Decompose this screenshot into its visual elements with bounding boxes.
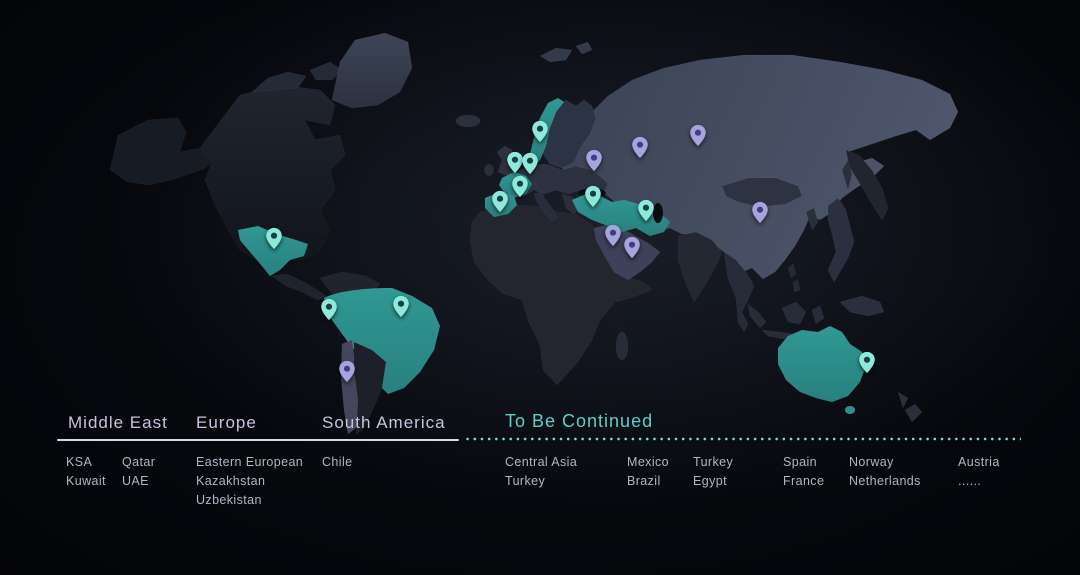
region-korea: [805, 207, 819, 231]
legend-item: Qatar: [122, 455, 156, 469]
region-madagascar: [615, 331, 629, 361]
legend-item: Mexico: [627, 455, 669, 469]
legend-item: Brazil: [627, 474, 661, 488]
region-ireland: [484, 164, 494, 176]
legend-item: Netherlands: [849, 474, 921, 488]
legend-item: Norway: [849, 455, 894, 469]
legend-item: Turkey: [505, 474, 546, 488]
region-greenland: [331, 32, 413, 109]
legend-header: Middle East: [68, 413, 168, 432]
region-arctic-islands: [250, 61, 343, 93]
legend-header: Europe: [196, 413, 257, 432]
region-central-america: [271, 273, 327, 301]
legend-item: ......: [958, 474, 982, 488]
region-denmark: [535, 165, 547, 179]
legend-item: KSA: [66, 455, 93, 469]
dotted-divider: [464, 437, 1021, 441]
region-kamchatka: [845, 149, 889, 221]
legend-header: South America: [322, 413, 446, 432]
region-iceland: [455, 114, 481, 128]
region-argentina: [353, 341, 387, 435]
legend-item: Kuwait: [66, 474, 106, 488]
region-new-guinea: [839, 295, 885, 317]
legend-item: Turkey: [693, 455, 734, 469]
region-japan: [827, 197, 855, 283]
region-italy: [533, 191, 559, 222]
legend-item: France: [783, 474, 825, 488]
legend-item: Eastern European: [196, 455, 304, 469]
region-svalbard: [539, 41, 593, 63]
legend-item: UAE: [122, 474, 149, 488]
region-sakhalin: [841, 159, 853, 192]
legend-item: Egypt: [693, 474, 727, 488]
region-tasmania: [844, 405, 856, 415]
region-mongolia: [721, 177, 803, 208]
region-southeast-asia: [723, 251, 755, 333]
legend-item: Austria: [958, 455, 1000, 469]
legend-item: Spain: [783, 455, 817, 469]
legend-underline: [57, 439, 459, 441]
region-new-zealand: [897, 391, 923, 423]
legend-item: Chile: [322, 455, 353, 469]
region-philippines: [787, 263, 801, 293]
region-north-america: [199, 84, 346, 263]
legend-header-to-be-continued: To Be Continued: [505, 411, 654, 431]
region-india: [677, 231, 723, 303]
region-africa: [469, 204, 653, 386]
legend-item: Uzbekistan: [196, 493, 262, 507]
legend-item: Kazakhstan: [196, 474, 266, 488]
legend-item: Central Asia: [505, 455, 578, 469]
